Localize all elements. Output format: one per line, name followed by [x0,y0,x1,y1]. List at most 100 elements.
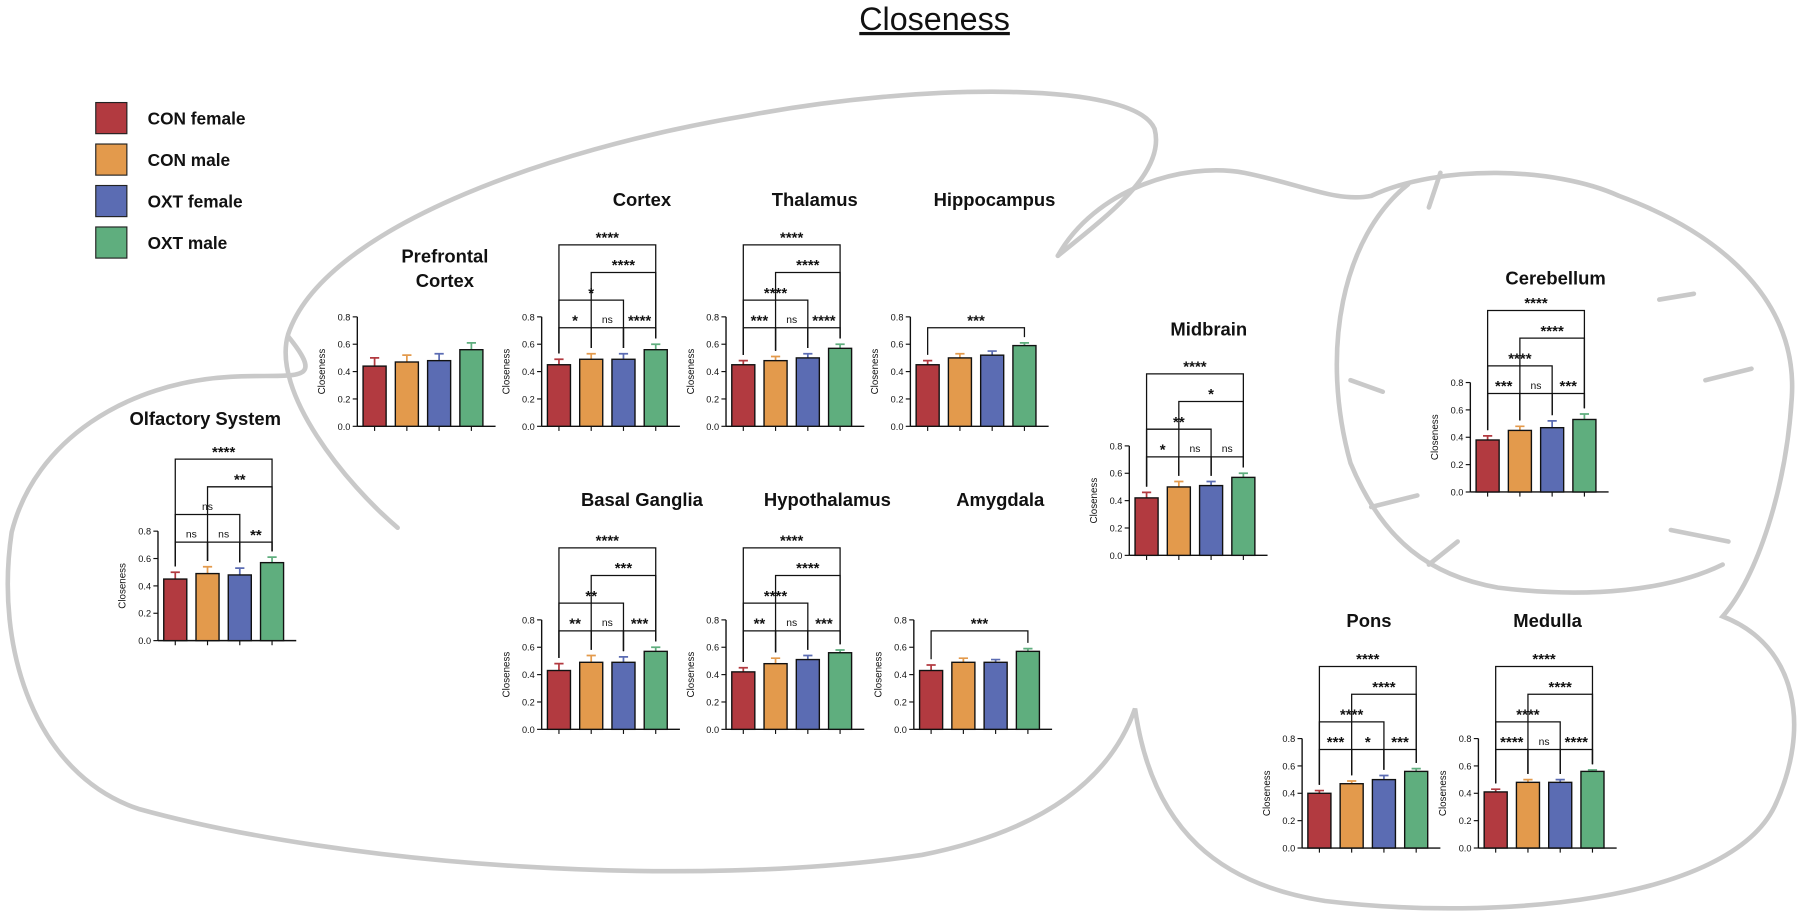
y-tick-label: 0.6 [522,340,535,350]
y-tick-label: 0.2 [706,394,719,404]
y-tick-label: 0.2 [1282,816,1295,826]
significance-label: ** [234,472,246,489]
bar [947,357,973,428]
y-tick-label: 0.4 [1282,789,1295,799]
significance-label: **** [796,560,819,577]
bar [1371,778,1397,849]
bar [611,661,636,731]
y-tick-label: 0.6 [706,340,719,350]
bar [1134,497,1159,557]
significance-label: ns [1222,444,1233,455]
y-tick-label: 0.4 [894,670,907,680]
error-bar [926,664,936,671]
significance-label: * [1160,442,1166,459]
error-bar [1547,419,1557,428]
significance-bracket [742,630,777,663]
y-tick-label: 0.8 [522,312,535,322]
significance-label: **** [1540,323,1563,340]
significance-bracket [742,244,841,355]
bar [643,650,668,731]
y-tick-label: 0.8 [1110,441,1123,451]
significance-label: ns [602,315,613,326]
significance-label: **** [596,533,619,550]
panel: Amygdala Closeness 0.0 0.2 0.4 0.6 0.8 *** [874,489,1053,735]
significance-bracket [927,327,1026,355]
significance-label: *** [615,560,633,577]
significance-label: ns [786,618,797,629]
panel-title: Basal Ganglia [581,489,704,510]
bar [611,358,636,428]
y-tick-label: 0.6 [706,643,719,653]
significance-label: ** [250,527,262,544]
significance-label: ns [602,618,613,629]
y-tick-label: 0.8 [706,312,719,322]
y-axis-label: Closeness [870,349,881,395]
bar [1015,650,1041,731]
bar [795,357,821,428]
panel-title: Hippocampus [934,189,1056,210]
y-tick-label: 0.8 [706,615,719,625]
error-bar [554,662,564,671]
legend-label: OXT male [148,233,228,253]
bar [1572,418,1597,493]
significance-bracket [239,541,273,563]
y-tick-label: 0.4 [522,670,535,680]
bar [459,349,484,428]
y-tick-label: 0.0 [338,422,351,432]
bar [1507,429,1533,493]
significance-label: **** [1372,679,1395,696]
error-bar [618,352,629,360]
y-tick-label: 0.6 [522,643,535,653]
panel-title: Pons [1346,610,1391,631]
legend-label: CON female [148,108,246,128]
bar [578,661,604,731]
significance-bracket [1145,373,1244,487]
significance-bracket [590,630,625,652]
panel: Medulla Closeness 0.0 0.2 0.4 0.6 0.8 **** ns ***… [1438,610,1617,853]
bar [763,359,788,428]
y-tick-label: 0.8 [891,312,904,322]
significance-bracket [807,327,841,349]
bar [643,349,668,428]
bar [1012,344,1037,428]
y-axis-label: Closeness [686,652,697,698]
significance-bracket [1519,392,1553,421]
bar [394,361,420,428]
significance-label: ** [754,616,766,633]
significance-bracket [206,541,241,563]
significance-label: ns [1531,381,1542,392]
y-tick-label: 0.4 [706,670,719,680]
y-tick-label: 0.2 [138,609,151,619]
bar [979,354,1005,428]
panel: Hippocampus Closeness 0.0 0.2 0.4 0.6 0.8 *** [870,189,1055,432]
significance-label: *** [967,312,985,329]
bar [1483,791,1508,849]
significance-label: **** [780,533,803,550]
y-axis-label: Closeness [501,349,512,395]
significance-label: *** [1560,378,1578,395]
bar [1307,792,1332,849]
y-tick-label: 0.2 [338,394,351,404]
legend-swatch [95,101,128,135]
error-bar [235,567,245,575]
significance-bracket [174,541,209,567]
significance-label: **** [1183,359,1206,376]
error-bar [267,556,277,563]
bar [1475,439,1500,493]
y-tick-label: 0.6 [1459,761,1472,771]
bar [918,669,944,731]
y-axis-label: Closeness [1438,770,1449,816]
bar [1539,426,1565,493]
error-bar [770,657,781,664]
significance-bracket [558,547,657,658]
significance-label: **** [812,312,835,329]
bar [546,669,572,731]
significance-bracket [1351,748,1385,776]
significance-label: **** [1549,679,1572,696]
legend-label: OXT female [148,191,243,211]
significance-label: ns [186,530,197,541]
bar [227,574,253,642]
y-tick-label: 0.2 [1451,460,1464,470]
y-tick-label: 0.2 [1459,816,1472,826]
